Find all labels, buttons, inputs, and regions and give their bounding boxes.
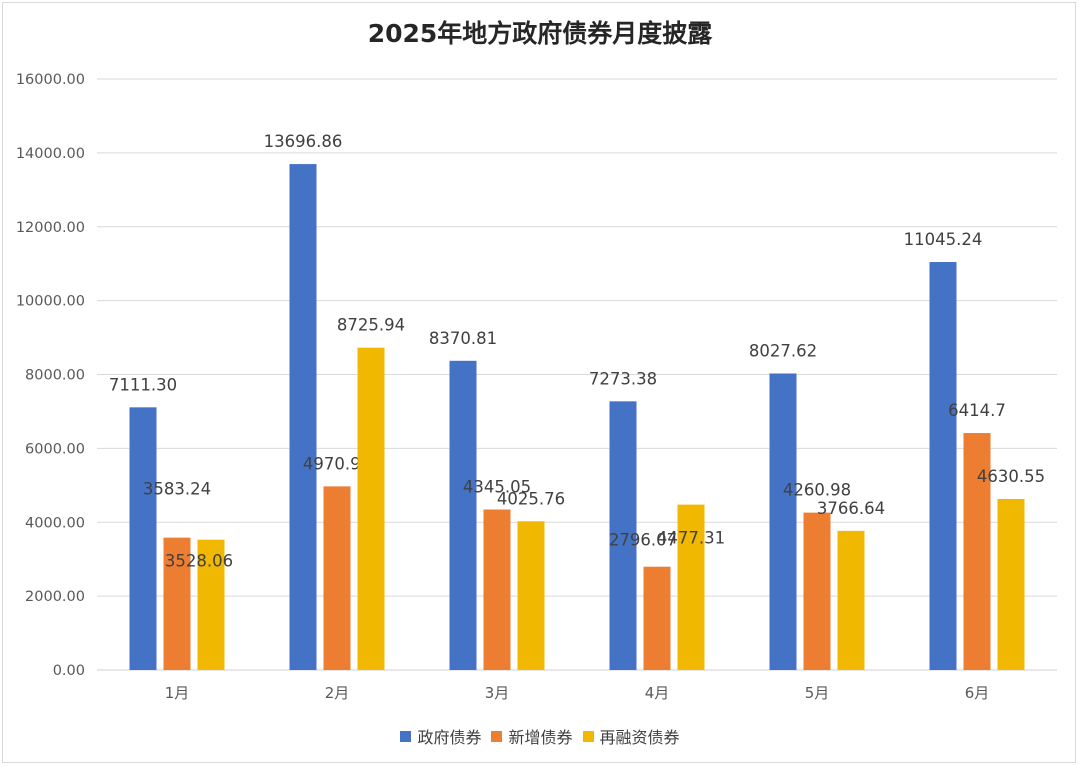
y-tick-label: 8000.00 [25,368,85,384]
chart-legend: 政府债券 新增债券 再融资债券 [0,724,1080,748]
bar-政府债券 [929,262,957,670]
legend-item: 新增债券 [491,724,573,748]
legend-item: 再融资债券 [582,724,680,748]
data-label: 4630.55 [977,467,1045,486]
bar-再融资债券 [837,530,865,670]
data-label: 4025.76 [497,489,565,508]
bar-新增债券 [483,509,511,670]
bar-政府债券 [769,373,797,670]
bar-政府债券 [289,164,317,670]
data-label: 7111.30 [109,375,177,394]
data-label: 8725.94 [337,316,405,335]
data-label: 7273.38 [589,369,657,388]
data-label: 4260.98 [783,481,851,500]
y-tick-label: 10000.00 [16,294,85,310]
chart-title: 2025年地方政府债券月度披露 [367,19,713,48]
data-label: 13696.86 [264,132,343,151]
legend-label: 新增债券 [508,728,573,747]
x-tick-label: 2月 [325,684,350,702]
bar-新增债券 [803,512,831,670]
legend-item: 政府债券 [400,724,481,748]
bar-新增债券 [163,537,191,670]
legend-swatch [582,730,594,742]
data-label: 2796.07 [609,531,677,550]
legend-swatch [491,730,503,742]
bar-新增债券 [323,486,351,670]
y-tick-label: 0.00 [53,663,85,679]
bar-新增债券 [963,433,991,670]
bar-政府债券 [609,401,637,670]
data-label: 8027.62 [749,341,817,360]
x-tick-label: 1月 [165,684,190,702]
y-tick-label: 4000.00 [25,515,85,531]
legend-swatch [400,730,412,742]
y-tick-label: 14000.00 [16,146,85,162]
bar-再融资债券 [357,347,385,670]
y-tick-label: 2000.00 [25,589,85,605]
legend-label: 再融资债券 [599,728,680,747]
bar-政府债券 [129,407,157,670]
data-label: 3766.64 [817,499,885,518]
data-label: 4345.05 [463,478,531,497]
data-label: 4970.91 [303,454,371,473]
data-label: 6414.7 [948,401,1006,420]
data-label: 3528.06 [165,552,233,571]
legend-label: 政府债券 [417,728,482,747]
bar-再融资债券 [517,521,545,670]
y-tick-label: 6000.00 [25,441,85,457]
x-tick-label: 6月 [965,684,990,702]
data-label: 11045.24 [904,230,983,249]
x-tick-label: 5月 [805,684,830,702]
bar-再融资债券 [997,498,1025,670]
y-tick-label: 16000.00 [16,72,85,88]
bar-再融资债券 [677,504,705,670]
bar-新增债券 [643,566,671,670]
data-label: 4477.31 [657,529,725,548]
x-tick-label: 4月 [645,684,670,702]
y-tick-label: 12000.00 [16,220,85,236]
data-label: 8370.81 [429,329,497,348]
bar-政府债券 [449,360,477,670]
x-tick-label: 3月 [485,684,510,702]
bar-再融资债券 [197,539,225,670]
data-label: 3583.24 [143,480,211,499]
